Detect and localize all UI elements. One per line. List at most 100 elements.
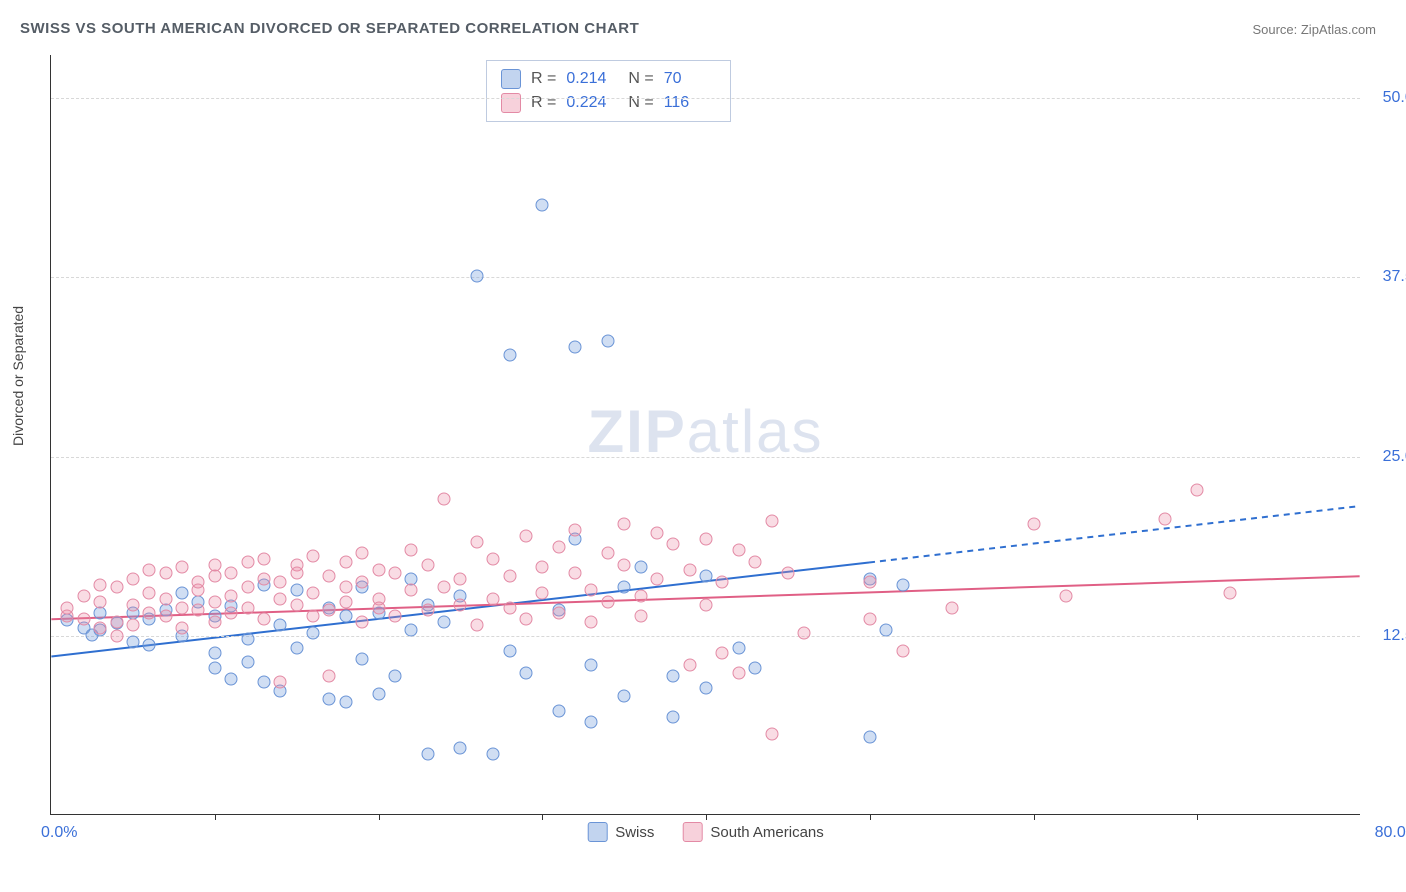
y-axis-label: Divorced or Separated	[10, 306, 26, 446]
data-point	[257, 612, 270, 625]
data-point	[61, 601, 74, 614]
data-point	[405, 584, 418, 597]
data-point	[781, 567, 794, 580]
data-point	[110, 630, 123, 643]
data-point	[552, 704, 565, 717]
data-point	[552, 607, 565, 620]
data-point	[618, 690, 631, 703]
series-swatch	[587, 822, 607, 842]
data-point	[241, 555, 254, 568]
data-point	[241, 633, 254, 646]
data-point	[126, 598, 139, 611]
data-point	[274, 592, 287, 605]
data-point	[552, 541, 565, 554]
data-point	[601, 547, 614, 560]
data-point	[356, 653, 369, 666]
y-tick-label: 12.5%	[1368, 627, 1406, 645]
data-point	[388, 670, 401, 683]
x-tick-mark	[1034, 814, 1035, 820]
series-swatch	[501, 69, 521, 89]
data-point	[143, 587, 156, 600]
data-point	[126, 618, 139, 631]
data-point	[208, 595, 221, 608]
data-point	[732, 641, 745, 654]
data-point	[110, 581, 123, 594]
x-tick-mark	[1197, 814, 1198, 820]
data-point	[126, 635, 139, 648]
trend-lines	[51, 55, 1360, 814]
data-point	[732, 667, 745, 680]
data-point	[1224, 587, 1237, 600]
legend-item: Swiss	[587, 822, 654, 842]
data-point	[650, 572, 663, 585]
data-point	[176, 587, 189, 600]
data-point	[94, 607, 107, 620]
data-point	[585, 615, 598, 628]
data-point	[372, 564, 385, 577]
data-point	[618, 558, 631, 571]
data-point	[290, 584, 303, 597]
data-point	[667, 710, 680, 723]
data-point	[503, 601, 516, 614]
data-point	[863, 612, 876, 625]
data-point	[339, 696, 352, 709]
data-point	[241, 601, 254, 614]
n-value: 70	[664, 70, 716, 88]
data-point	[438, 615, 451, 628]
data-point	[421, 604, 434, 617]
data-point	[683, 658, 696, 671]
data-point	[143, 638, 156, 651]
data-point	[863, 575, 876, 588]
data-point	[225, 607, 238, 620]
data-point	[110, 615, 123, 628]
data-point	[290, 598, 303, 611]
legend-label: South Americans	[710, 824, 823, 841]
data-point	[159, 610, 172, 623]
series-swatch	[682, 822, 702, 842]
data-point	[503, 644, 516, 657]
data-point	[356, 575, 369, 588]
data-point	[470, 618, 483, 631]
data-point	[503, 349, 516, 362]
correlation-box: R =0.214N =70R =0.224N =116	[486, 60, 731, 122]
data-point	[454, 598, 467, 611]
series-swatch	[501, 93, 521, 113]
data-point	[470, 270, 483, 283]
data-point	[176, 601, 189, 614]
correlation-row: R =0.214N =70	[501, 67, 716, 91]
data-point	[618, 581, 631, 594]
data-point	[307, 587, 320, 600]
source-label: Source: ZipAtlas.com	[1252, 22, 1376, 37]
data-point	[945, 601, 958, 614]
data-point	[372, 687, 385, 700]
x-min-label: 0.0%	[41, 824, 77, 842]
y-tick-label: 37.5%	[1368, 268, 1406, 286]
data-point	[798, 627, 811, 640]
data-point	[77, 590, 90, 603]
data-point	[176, 621, 189, 634]
gridline	[51, 277, 1360, 278]
data-point	[290, 567, 303, 580]
data-point	[667, 670, 680, 683]
data-point	[339, 581, 352, 594]
data-point	[421, 558, 434, 571]
data-point	[700, 532, 713, 545]
data-point	[683, 564, 696, 577]
data-point	[241, 581, 254, 594]
x-tick-mark	[379, 814, 380, 820]
chart-title: SWISS VS SOUTH AMERICAN DIVORCED OR SEPA…	[20, 20, 639, 37]
x-max-label: 80.0%	[1375, 824, 1406, 842]
watermark: ZIPatlas	[587, 397, 823, 466]
data-point	[700, 598, 713, 611]
y-tick-label: 25.0%	[1368, 448, 1406, 466]
gridline	[51, 457, 1360, 458]
data-point	[339, 595, 352, 608]
data-point	[356, 615, 369, 628]
data-point	[274, 575, 287, 588]
data-point	[536, 198, 549, 211]
data-point	[307, 549, 320, 562]
data-point	[487, 747, 500, 760]
data-point	[700, 569, 713, 582]
correlation-row: R =0.224N =116	[501, 91, 716, 115]
data-point	[143, 564, 156, 577]
